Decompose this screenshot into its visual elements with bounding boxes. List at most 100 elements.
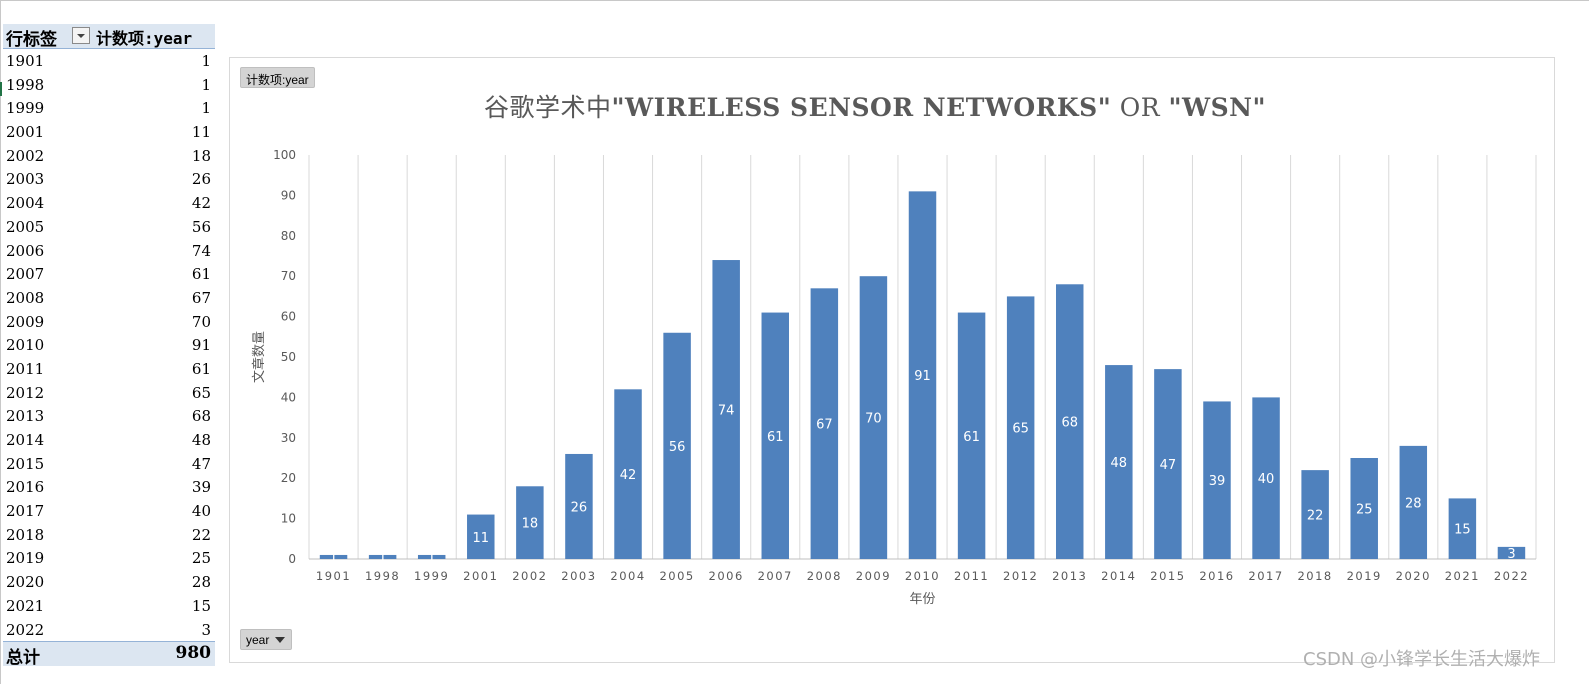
bar [1105, 365, 1133, 559]
dropdown-arrow-icon [275, 637, 286, 643]
pivot-row[interactable]: 2001 11 [3, 120, 215, 144]
x-tick-label: 1901 [316, 569, 351, 583]
pivot-row-value: 15 [191, 596, 211, 615]
pivot-row-label: 2003 [6, 170, 45, 189]
pivot-row-value: 1 [201, 75, 211, 94]
row-labels-filter-button[interactable] [72, 27, 90, 44]
bar [1203, 401, 1231, 559]
axis-field-button[interactable]: year [240, 629, 293, 650]
pivot-row-label: 2008 [6, 288, 45, 307]
pivot-row[interactable]: 2010 91 [3, 333, 215, 357]
bar [1350, 458, 1378, 559]
pivot-row-value: 40 [191, 502, 211, 521]
pivot-row[interactable]: 2014 48 [3, 428, 215, 452]
pivot-row[interactable]: 2017 40 [3, 499, 215, 523]
chart-title-prefix: 谷歌学术中 [483, 93, 612, 122]
data-label: 1 [378, 551, 386, 566]
x-tick-label: 2012 [1003, 569, 1038, 583]
pivot-header: 行标签 计数项:year [3, 24, 215, 50]
pivot-row-value: 61 [191, 265, 211, 284]
pivot-row[interactable]: 2004 42 [3, 191, 215, 215]
watermark: CSDN @小锋学长生活大爆炸 [1303, 649, 1541, 670]
pivot-table: 行标签 计数项:year 1901 1 1998 1 1999 1 2001 11 2002 18… [3, 24, 215, 668]
chart-title-bold-2: "WSN" [1168, 93, 1267, 122]
x-tick-label: 2002 [512, 569, 547, 583]
data-label: 74 [718, 404, 735, 419]
pivot-row[interactable]: 1999 1 [3, 96, 215, 120]
pivot-row[interactable]: 2006 74 [3, 239, 215, 263]
bar [467, 514, 495, 559]
bar [1301, 470, 1329, 559]
data-label: 39 [1209, 474, 1226, 489]
y-tick-label: 60 [281, 310, 296, 324]
x-tick-label: 2005 [659, 569, 694, 583]
pivot-row[interactable]: 2007 61 [3, 262, 215, 286]
pivot-row-label: 2004 [6, 194, 45, 213]
x-tick-label: 2001 [463, 569, 498, 583]
x-tick-label: 2019 [1347, 569, 1382, 583]
pivot-row[interactable]: 2013 68 [3, 404, 215, 428]
pivot-row[interactable]: 2008 67 [3, 286, 215, 310]
data-label: 61 [963, 430, 980, 445]
pivot-row[interactable]: 2020 28 [3, 570, 215, 594]
row-labels-header: 行标签 [6, 30, 57, 50]
data-label: 42 [620, 468, 637, 483]
pivot-row-label: 2005 [6, 217, 45, 236]
pivot-row[interactable]: 2005 56 [3, 215, 215, 239]
data-label: 26 [571, 500, 588, 515]
chart-area[interactable] [229, 57, 1555, 663]
left-border [0, 0, 1, 684]
pivot-row[interactable]: 2018 22 [3, 523, 215, 547]
pivot-row-value: 74 [191, 241, 211, 260]
bar [368, 554, 397, 559]
pivot-row-value: 1 [201, 99, 211, 118]
pivot-row-value: 28 [191, 573, 211, 592]
pivot-row-value: 25 [191, 549, 211, 568]
pivot-row[interactable]: 2002 18 [3, 144, 215, 168]
x-tick-label: 2013 [1052, 569, 1087, 583]
bar [908, 191, 937, 560]
data-label: 68 [1061, 416, 1078, 431]
pivot-row[interactable]: 2021 15 [3, 594, 215, 618]
x-tick-label: 2004 [610, 569, 645, 583]
pivot-row[interactable]: 2022 3 [3, 618, 215, 642]
x-tick-label: 2010 [905, 569, 940, 583]
bar [859, 276, 888, 559]
pivot-row[interactable]: 2012 65 [3, 381, 215, 405]
pivot-total-row[interactable]: 总计 980 [3, 641, 215, 668]
pivot-row[interactable]: 2003 26 [3, 167, 215, 191]
pivot-row-value: 42 [191, 194, 211, 213]
count-header: 计数项:year [96, 29, 193, 48]
bar [1006, 296, 1035, 559]
pivot-row-label: 1998 [6, 75, 45, 94]
y-tick-label: 0 [288, 552, 296, 566]
data-label: 18 [522, 517, 539, 532]
pivot-row[interactable]: 2015 47 [3, 452, 215, 476]
x-axis-title: 年份 [909, 592, 935, 607]
data-label: 70 [865, 412, 882, 427]
pivot-row-value: 65 [191, 383, 211, 402]
value-field-button[interactable]: 计数项:year [240, 67, 315, 88]
data-label: 11 [473, 531, 490, 546]
pivot-row-label: 2017 [6, 502, 45, 521]
pivot-row-label: 2012 [6, 383, 45, 402]
x-tick-label: 2020 [1396, 569, 1431, 583]
pivot-row[interactable]: 2009 70 [3, 310, 215, 334]
row-marker [0, 82, 2, 96]
pivot-row[interactable]: 2016 39 [3, 475, 215, 499]
pivot-row[interactable]: 2019 25 [3, 546, 215, 570]
x-tick-label: 1999 [414, 569, 449, 583]
pivot-row[interactable]: 1998 1 [3, 73, 215, 97]
pivot-row-label: 2002 [6, 146, 45, 165]
data-label: 15 [1454, 523, 1471, 538]
pivot-row[interactable]: 1901 1 [3, 49, 215, 73]
x-tick-label: 2009 [856, 569, 891, 583]
pivot-row-label: 2019 [6, 549, 45, 568]
y-tick-label: 20 [281, 471, 296, 485]
bar [1399, 445, 1428, 559]
bar [663, 332, 691, 559]
x-tick-label: 2016 [1199, 569, 1234, 583]
x-tick-label: 2003 [561, 569, 596, 583]
pivot-row[interactable]: 2011 61 [3, 357, 215, 381]
bar [1448, 498, 1477, 559]
